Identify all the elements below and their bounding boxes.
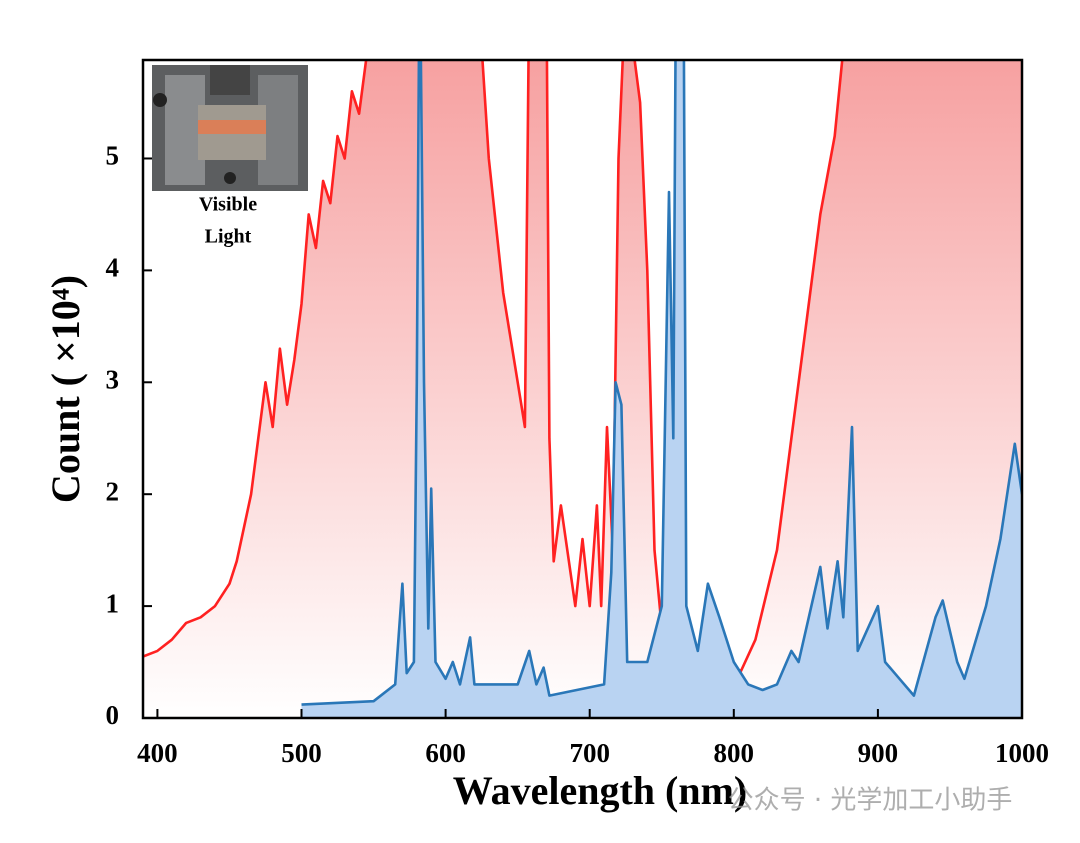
y-tick-label: 5 xyxy=(106,141,120,171)
x-tick-label: 600 xyxy=(425,738,466,768)
inset-label: Visible xyxy=(199,194,257,216)
area xyxy=(301,60,1022,718)
watermark: 公众号 · 光学加工小助手 xyxy=(728,786,1013,816)
x-tick-label: 700 xyxy=(569,738,610,768)
area xyxy=(143,60,1022,718)
axes-frame xyxy=(141,58,1024,720)
y-tick-label: 1 xyxy=(106,588,120,618)
y-tick-label: 4 xyxy=(106,253,120,283)
x-tick-label: 400 xyxy=(137,738,178,768)
plot-area xyxy=(143,60,1022,718)
inset-label: Light xyxy=(205,226,252,248)
y-axis-label: Count ( ×10⁴) xyxy=(43,275,88,503)
y-tick-label: 3 xyxy=(106,364,120,394)
y-tick-label: 2 xyxy=(106,476,120,506)
x-tick-label: 800 xyxy=(714,738,755,768)
line xyxy=(301,60,1022,706)
inset-photo xyxy=(152,65,308,191)
y-tick-label: 0 xyxy=(106,700,120,730)
x-tick-label: 500 xyxy=(281,738,322,768)
x-tick-label: 900 xyxy=(858,738,899,768)
x-tick-label: 1000 xyxy=(995,738,1049,768)
x-axis-label: Wavelength (nm) xyxy=(453,768,747,813)
